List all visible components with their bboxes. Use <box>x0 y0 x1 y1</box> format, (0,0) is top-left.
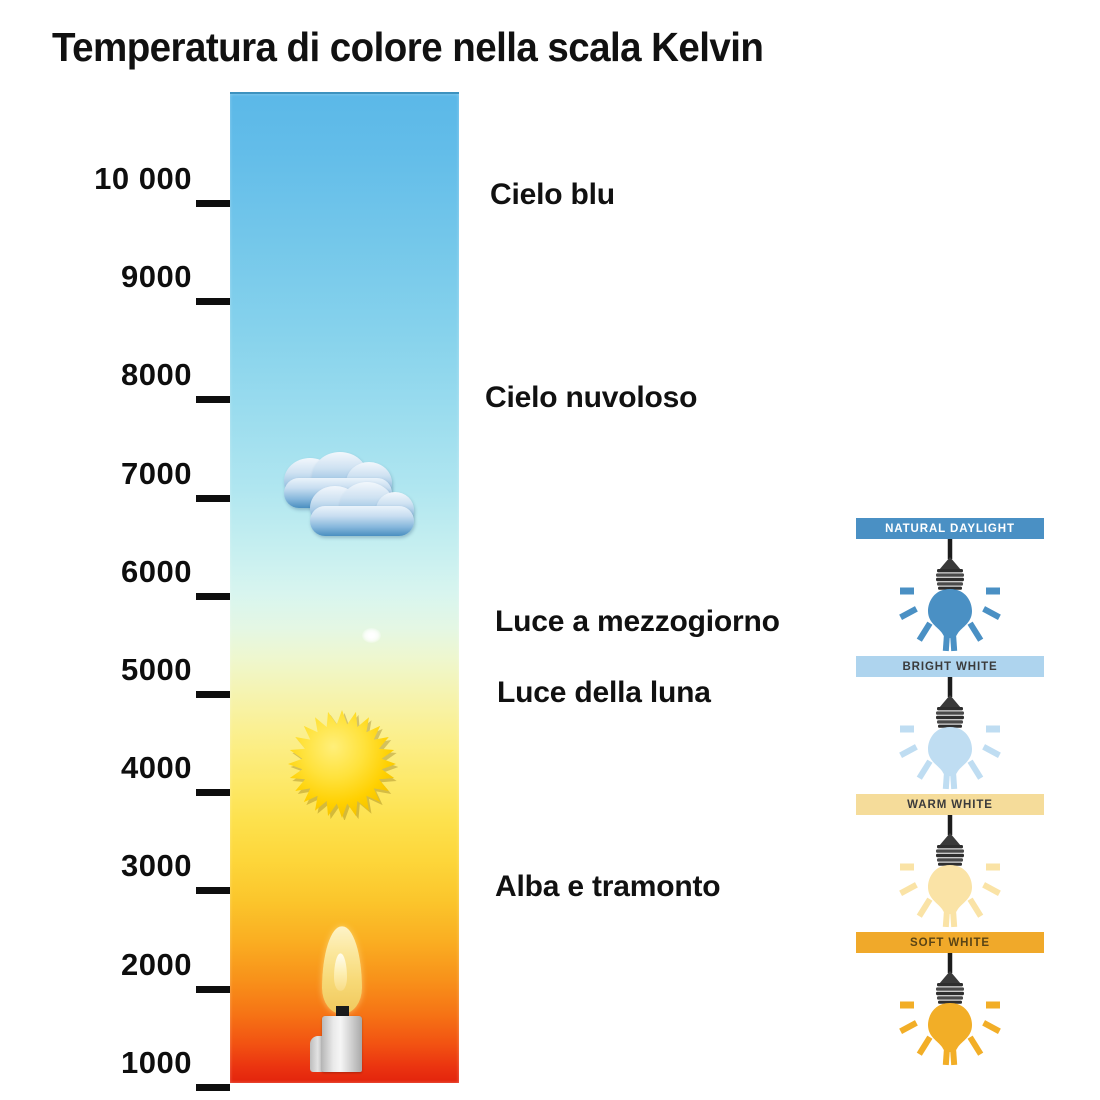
legend-card-3[interactable]: SOFT WHITE <box>856 932 1044 1070</box>
axis-tick-label: 4000 <box>121 750 192 786</box>
axis-tick-label: 8000 <box>121 357 192 393</box>
axis-tick-label: 6000 <box>121 553 192 589</box>
description-label-4: Alba e tramonto <box>495 870 721 903</box>
axis-tick-label: 7000 <box>121 455 192 491</box>
legend-card-label: BRIGHT WHITE <box>856 656 1044 677</box>
axis-tick-mark <box>196 789 230 797</box>
candle-drip-shape <box>310 1036 324 1072</box>
light-bulb-icon <box>890 539 1010 654</box>
candle-body-shape <box>322 1016 362 1072</box>
description-label-1: Cielo nuvoloso <box>485 381 698 414</box>
axis-tick-mark <box>196 887 230 895</box>
axis-tick-label: 9000 <box>121 259 192 295</box>
legend-card-label: SOFT WHITE <box>856 932 1044 953</box>
axis-tick-mark <box>196 494 230 502</box>
axis-tick-mark <box>196 298 230 306</box>
axis-tick-mark <box>196 691 230 698</box>
axis-tick-mark <box>196 396 230 404</box>
light-bulb-icon <box>890 677 1010 792</box>
axis-tick-label: 5000 <box>121 652 192 687</box>
page-title: Temperatura di colore nella scala Kelvin <box>52 24 764 70</box>
light-bulb-icon <box>890 953 1010 1068</box>
cloud-icon <box>282 452 416 552</box>
legend-card-1[interactable]: BRIGHT WHITE <box>856 656 1044 794</box>
wick-shape <box>336 1006 349 1019</box>
axis-tick-mark <box>196 1083 230 1091</box>
candle-icon <box>300 926 384 1072</box>
bulb-legend: NATURAL DAYLIGHT BRIGHT WHITE WARM WHITE SO… <box>856 518 1044 1070</box>
axis-tick-label: 1000 <box>121 1044 192 1080</box>
axis-tick-mark <box>196 985 230 993</box>
description-label-2: Luce a mezzogiorno <box>495 605 780 638</box>
axis-tick-label: 10 000 <box>94 161 192 196</box>
description-label-0: Cielo blu <box>490 178 615 211</box>
description-label-3: Luce della luna <box>497 676 711 709</box>
legend-card-0[interactable]: NATURAL DAYLIGHT <box>856 518 1044 656</box>
axis-tick-label: 3000 <box>121 848 192 884</box>
kelvin-gradient-bar <box>230 92 459 1083</box>
axis-tick-mark <box>196 200 230 207</box>
legend-card-label: WARM WHITE <box>856 794 1044 815</box>
legend-card-2[interactable]: WARM WHITE <box>856 794 1044 932</box>
legend-card-label: NATURAL DAYLIGHT <box>856 518 1044 539</box>
sun-icon <box>286 708 399 821</box>
axis-tick-mark <box>196 592 230 600</box>
moon-icon <box>362 628 381 643</box>
flame-shape <box>322 926 362 1014</box>
light-bulb-icon <box>890 815 1010 930</box>
axis-tick-label: 2000 <box>121 946 192 982</box>
